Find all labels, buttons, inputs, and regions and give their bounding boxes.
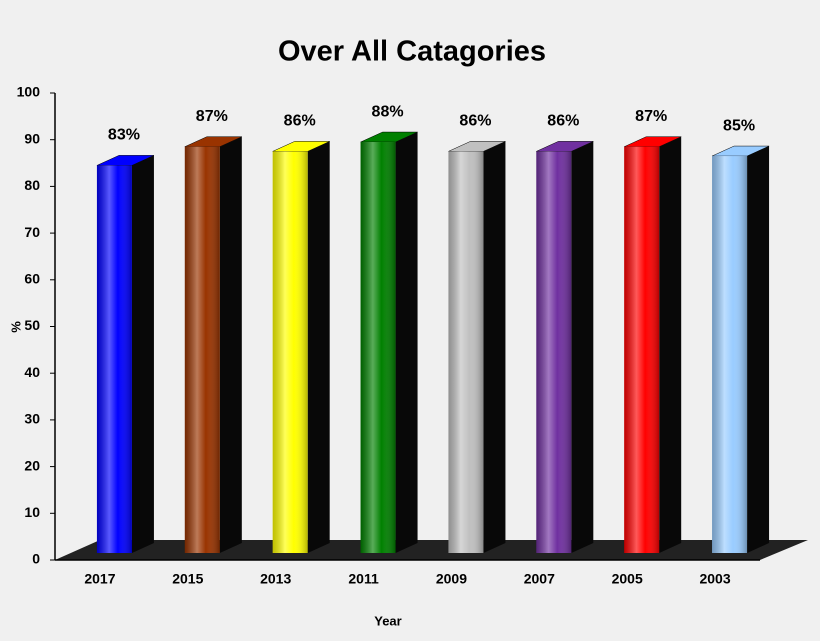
- bar-shine: [360, 142, 396, 554]
- bar-side: [307, 141, 330, 553]
- x-tick-label: 2015: [172, 571, 203, 587]
- x-tick-label: 2007: [524, 571, 555, 587]
- y-tick-label: 40: [24, 364, 40, 380]
- y-axis-label: %: [8, 321, 23, 333]
- bar-side: [571, 141, 594, 553]
- bar-shine: [184, 146, 220, 553]
- value-label: 86%: [459, 113, 491, 130]
- value-label: 87%: [635, 108, 667, 125]
- y-tick-label: 100: [17, 84, 41, 100]
- x-tick-label: 2009: [436, 571, 467, 587]
- bar-side: [395, 132, 418, 554]
- bar-shine: [96, 165, 132, 553]
- y-tick-label: 10: [24, 504, 40, 520]
- value-label: 88%: [372, 103, 404, 120]
- bar-side: [659, 136, 682, 553]
- y-tick-label: 50: [24, 317, 40, 333]
- x-tick-label: 2005: [612, 571, 643, 587]
- value-label: 87%: [196, 108, 228, 125]
- x-tick-label: 2003: [699, 571, 730, 587]
- bar-side: [219, 136, 242, 553]
- value-label: 85%: [723, 117, 755, 134]
- y-tick-label: 30: [24, 411, 40, 427]
- x-axis-label: Year: [374, 613, 401, 628]
- x-tick-label: 2011: [348, 571, 379, 587]
- y-tick-label: 0: [32, 551, 40, 567]
- bar-side: [131, 155, 154, 553]
- value-label: 83%: [108, 127, 140, 144]
- bar-shine: [712, 156, 748, 554]
- bar-shine: [624, 146, 660, 553]
- x-tick-label: 2017: [84, 571, 115, 587]
- y-tick-label: 20: [24, 457, 40, 473]
- bar-side: [483, 141, 506, 553]
- value-label: 86%: [284, 113, 316, 130]
- bar-shine: [448, 151, 484, 553]
- chart-title: Over All Catagories: [278, 36, 546, 68]
- y-tick-label: 80: [24, 177, 40, 193]
- y-tick-label: 70: [24, 224, 40, 240]
- value-label: 86%: [547, 113, 579, 130]
- bar-side: [747, 146, 770, 554]
- y-tick-label: 90: [24, 130, 40, 146]
- bar-shine: [272, 151, 308, 553]
- x-tick-label: 2013: [260, 571, 291, 587]
- bar-shine: [536, 151, 572, 553]
- y-tick-label: 60: [24, 271, 40, 287]
- floor: [55, 540, 808, 560]
